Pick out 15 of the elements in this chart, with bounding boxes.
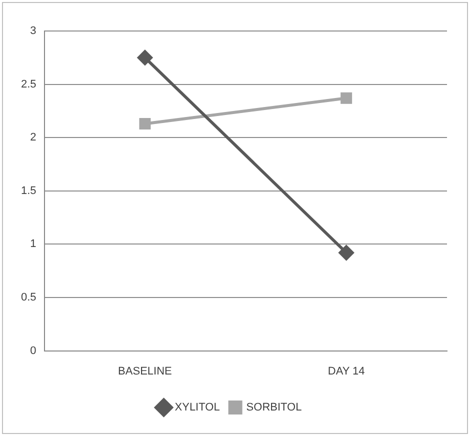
point — [139, 118, 151, 130]
y-tick-label: 0.5 — [20, 292, 36, 304]
point — [338, 245, 354, 260]
y-tick-label: 0 — [30, 344, 36, 357]
y-tick-label: 1.5 — [20, 184, 36, 197]
y-tick-label: 2.5 — [20, 78, 36, 90]
legend-label: XYLITOL — [174, 402, 220, 414]
legend-label: SORBITOL — [246, 402, 302, 414]
y-tick-label: 1 — [30, 238, 36, 250]
point — [137, 50, 152, 66]
y-tick-label: 2 — [30, 132, 36, 144]
x-tick-label: BASELINE — [118, 365, 172, 378]
point — [340, 92, 352, 104]
y-tick-label: 3 — [30, 25, 36, 38]
x-tick-label: DAY 14 — [328, 365, 365, 378]
